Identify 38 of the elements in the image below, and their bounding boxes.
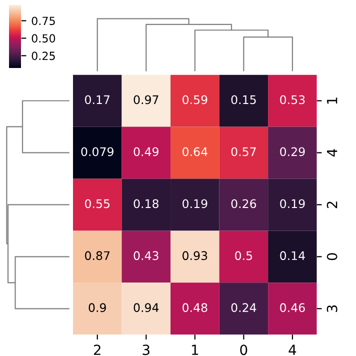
data-label: 0.55 [85, 199, 110, 208]
data-label: 0.14 [280, 251, 305, 260]
data-label: 0.15 [231, 95, 256, 104]
y-tick-label: 3 [326, 305, 338, 312]
data-label: 0.87 [85, 251, 110, 260]
data-label: 0.29 [280, 147, 305, 156]
color-bar-label: 0.75 [32, 16, 55, 26]
x-tick-label: 4 [288, 344, 296, 355]
y-tick-label: 0 [326, 253, 338, 260]
color-bar-label: 0.25 [32, 52, 55, 60]
y-tick-label: 2 [326, 202, 338, 208]
y-tick-label: 4 [326, 149, 338, 156]
data-label: 0.46 [280, 303, 305, 312]
color-bar-label: 0.50 [32, 34, 56, 43]
data-label: 0.97 [134, 95, 158, 104]
data-label: 0.59 [182, 95, 208, 104]
data-label: 0.17 [85, 95, 110, 104]
data-label: 0.53 [280, 95, 305, 104]
data-label: 0.64 [182, 147, 208, 156]
data-label: 0.49 [134, 147, 158, 156]
data-label: 0.19 [182, 199, 208, 208]
data-label: 0.18 [134, 199, 158, 208]
x-tick-label: 1 [192, 344, 198, 355]
data-label: 0.43 [134, 251, 158, 260]
data-label: 0.93 [182, 251, 208, 260]
data-label: 0.19 [280, 199, 305, 208]
x-tick-label: 2 [94, 344, 100, 355]
data-label: 0.57 [231, 147, 256, 156]
x-tick-label: 0 [240, 344, 248, 356]
data-label: 0.5 [235, 251, 252, 260]
data-label: 0.079 [81, 147, 114, 156]
data-label: 0.9 [88, 303, 106, 312]
data-label: 0.26 [231, 199, 256, 208]
data-label: 0.94 [134, 303, 159, 312]
x-tick-label: 3 [142, 344, 150, 356]
data-label: 0.48 [182, 303, 208, 312]
data-label: 0.24 [231, 303, 256, 312]
y-tick-label: 1 [326, 98, 338, 104]
